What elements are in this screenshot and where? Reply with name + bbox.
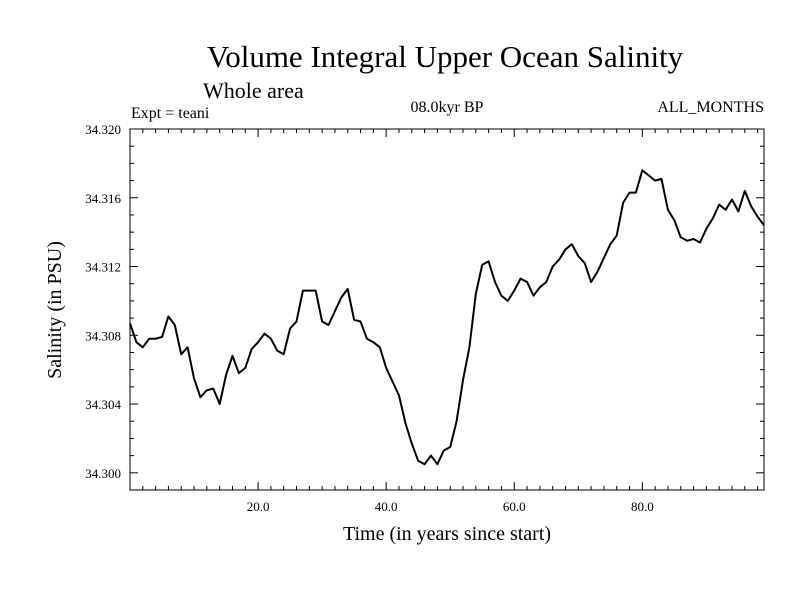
chart-title: Volume Integral Upper Ocean Salinity (207, 39, 684, 74)
y-tick-label: 34.300 (85, 466, 121, 481)
y-tick-label: 34.312 (85, 260, 121, 275)
axis-ticks (130, 128, 764, 490)
plot-frame (129, 128, 765, 491)
experiment-label: Expt = teani (131, 105, 210, 122)
y-tick-labels: 34.300 34.304 34.308 34.312 34.316 34.320 (85, 122, 121, 481)
y-tick-label: 34.320 (85, 122, 121, 137)
x-tick-label: 60.0 (503, 499, 526, 514)
period-label: 08.0kyr BP (411, 99, 484, 116)
x-tick-label: 80.0 (631, 499, 654, 514)
y-axis-label: Salinity (in PSU) (44, 241, 66, 379)
x-tick-labels: 20.0 40.0 60.0 80.0 (247, 499, 654, 514)
months-label: ALL_MONTHS (657, 99, 764, 116)
x-tick-label: 20.0 (247, 499, 270, 514)
chart-subtitle: Whole area (203, 78, 304, 103)
salinity-series-line (129, 169, 765, 466)
x-axis-label: Time (in years since start) (343, 523, 551, 545)
y-tick-label: 34.308 (85, 328, 121, 343)
x-tick-label: 40.0 (375, 499, 398, 514)
y-tick-label: 34.304 (85, 397, 121, 412)
y-tick-label: 34.316 (85, 191, 121, 206)
